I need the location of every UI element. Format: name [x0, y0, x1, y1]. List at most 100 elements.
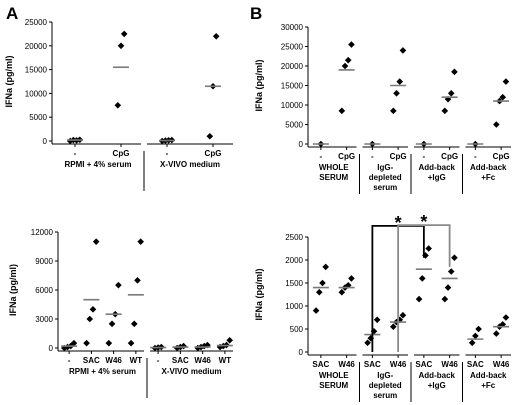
- data-point: [396, 316, 404, 324]
- data-point: [137, 238, 144, 245]
- data-point: [422, 252, 429, 259]
- data-point: [348, 275, 355, 282]
- group-label: X-VIVO medium: [161, 367, 221, 376]
- y-tick-label: 1000: [285, 302, 303, 311]
- category-label: -: [474, 152, 477, 161]
- group-label: RPMI + 4% serum: [69, 367, 136, 376]
- data-point: [105, 339, 113, 347]
- data-point: [502, 78, 510, 85]
- group-label: Add-back: [470, 371, 507, 380]
- y-tick-label: 10000: [281, 101, 304, 110]
- data-point: [441, 295, 449, 303]
- category-label: W46: [493, 360, 510, 369]
- group-label: depleted: [369, 173, 402, 182]
- group-label: X-VIVO medium: [160, 160, 220, 169]
- data-point: [120, 30, 128, 38]
- data-point: [114, 102, 122, 109]
- y-tick-label: 1500: [285, 279, 303, 288]
- y-tick-label: 0: [43, 137, 48, 146]
- data-point: [451, 254, 458, 261]
- data-point: [399, 47, 407, 54]
- group-label: +IgG: [428, 381, 446, 390]
- category-label: SAC: [467, 360, 484, 369]
- category-label: W46: [390, 360, 407, 369]
- category-label: CpG: [113, 149, 130, 158]
- data-point: [130, 320, 138, 328]
- y-tick-label: 2500: [285, 233, 303, 242]
- panel-label-b: B: [250, 4, 262, 23]
- data-point: [115, 281, 122, 289]
- group-label: WHOLE: [319, 163, 349, 172]
- data-point: [89, 306, 97, 313]
- category-label: -: [157, 356, 160, 365]
- y-tick-label: 15000: [281, 82, 304, 91]
- panel-a-bottom-chart: 0 3000 6000 9000 12000 IFNa (pg/ml) RPMI + 4% …: [8, 228, 233, 398]
- category-label: -: [68, 356, 71, 365]
- data-point: [425, 245, 432, 252]
- category-label: W46: [338, 360, 355, 369]
- y-axis-label: IFNa (pg/ml): [8, 264, 18, 316]
- category-label: CpG: [441, 152, 458, 161]
- y-axis-label: IFNa (pg/ml): [4, 56, 14, 108]
- data-point: [338, 107, 346, 115]
- data-point: [322, 263, 329, 271]
- y-tick-label: 0: [299, 348, 304, 357]
- y-tick-label: 12000: [31, 228, 54, 237]
- data-point: [341, 62, 349, 70]
- data-point: [367, 334, 375, 342]
- data-point: [390, 107, 397, 115]
- y-tick-label: 20000: [25, 42, 48, 51]
- category-label: -: [320, 152, 323, 161]
- group-label: Add-back: [470, 163, 507, 172]
- data-point: [216, 343, 224, 351]
- category-label: WT: [130, 356, 143, 365]
- data-point: [344, 56, 352, 64]
- y-tick-label: 5000: [29, 113, 47, 122]
- category-label: -: [423, 152, 426, 161]
- data-point: [117, 42, 125, 50]
- data-point: [493, 330, 500, 337]
- data-point: [373, 316, 381, 324]
- panel-b-bottom-chart: 0 500 1000 1500 2000 2500 IFNa (pg/ml) WHOLESER…: [254, 212, 511, 402]
- group-label: IgG-: [377, 163, 393, 172]
- group-label: serum: [373, 391, 397, 400]
- data-point: [493, 121, 500, 128]
- data-point: [451, 68, 458, 76]
- category-label: CpG: [338, 152, 355, 161]
- y-tick-label: 3000: [35, 315, 53, 324]
- y-tick-label: 10000: [25, 89, 48, 98]
- data-point: [83, 339, 90, 347]
- group-label: serum: [373, 183, 397, 192]
- data-point: [447, 90, 455, 97]
- group-label: depleted: [369, 381, 402, 390]
- category-label: SAC: [83, 356, 100, 365]
- group-label: RPMI + 4% serum: [65, 160, 132, 169]
- panel-b-top-chart: 0 5000 10000 15000 20000 25000 30000 IFNa (pg/m…: [254, 23, 511, 194]
- data-point: [92, 238, 100, 245]
- y-tick-label: 500: [290, 325, 304, 334]
- data-point: [447, 268, 455, 275]
- data-point: [475, 325, 482, 333]
- data-point: [348, 41, 355, 48]
- category-label: CpG: [390, 152, 407, 161]
- category-label: W46: [441, 360, 458, 369]
- data-point: [206, 132, 214, 140]
- group-label: Add-back: [419, 163, 456, 172]
- group-label: IgG-: [377, 371, 393, 380]
- category-label: -: [74, 149, 77, 158]
- data-point: [204, 341, 211, 349]
- y-tick-label: 0: [49, 344, 54, 353]
- data-point: [86, 315, 94, 323]
- data-point: [499, 93, 507, 101]
- data-point: [212, 32, 220, 40]
- data-point: [319, 279, 326, 287]
- y-tick-label: 2000: [285, 256, 303, 265]
- category-label: -: [166, 149, 169, 158]
- data-point: [499, 321, 507, 328]
- category-label: SAC: [312, 360, 329, 369]
- category-label: SAC: [364, 360, 381, 369]
- y-tick-label: 5000: [285, 121, 303, 130]
- group-label: +Fc: [481, 173, 496, 182]
- data-point: [418, 275, 426, 282]
